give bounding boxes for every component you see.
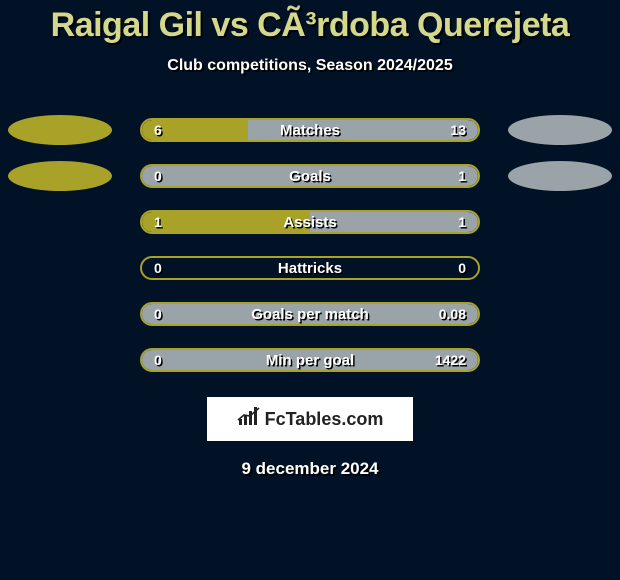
player-right-marker — [508, 115, 612, 145]
player-right-marker — [508, 161, 612, 191]
player-left-marker — [8, 115, 112, 145]
stat-bar-track: 00Hattricks — [140, 256, 480, 280]
stat-row: 00.08Goals per match — [0, 291, 620, 337]
stat-row: 11Assists — [0, 199, 620, 245]
stat-bar-track: 01Goals — [140, 164, 480, 188]
comparison-subtitle: Club competitions, Season 2024/2025 — [0, 57, 620, 75]
comparison-chart: 613Matches 01Goals 11Assists 00Hattricks 00.… — [0, 107, 620, 383]
stat-bar-track: 11Assists — [140, 210, 480, 234]
stat-row: 613Matches — [0, 107, 620, 153]
snapshot-date: 9 december 2024 — [0, 459, 620, 479]
player-left-marker — [8, 161, 112, 191]
stat-label: Matches — [142, 120, 478, 140]
stat-bar-track: 01422Min per goal — [140, 348, 480, 372]
stat-bar-track: 00.08Goals per match — [140, 302, 480, 326]
stat-row: 01Goals — [0, 153, 620, 199]
stat-bar-track: 613Matches — [140, 118, 480, 142]
stat-label: Min per goal — [142, 350, 478, 370]
stat-row: 00Hattricks — [0, 245, 620, 291]
fctables-logo: FcTables.com — [237, 407, 384, 432]
stat-label: Hattricks — [142, 258, 478, 278]
stat-label: Goals per match — [142, 304, 478, 324]
logo-box: FcTables.com — [207, 397, 413, 441]
comparison-title: Raigal Gil vs CÃ³rdoba Querejeta — [0, 0, 620, 45]
stat-row: 01422Min per goal — [0, 337, 620, 383]
stat-label: Assists — [142, 212, 478, 232]
stat-label: Goals — [142, 166, 478, 186]
logo-label: FcTables.com — [265, 409, 384, 430]
chart-icon — [237, 407, 261, 432]
